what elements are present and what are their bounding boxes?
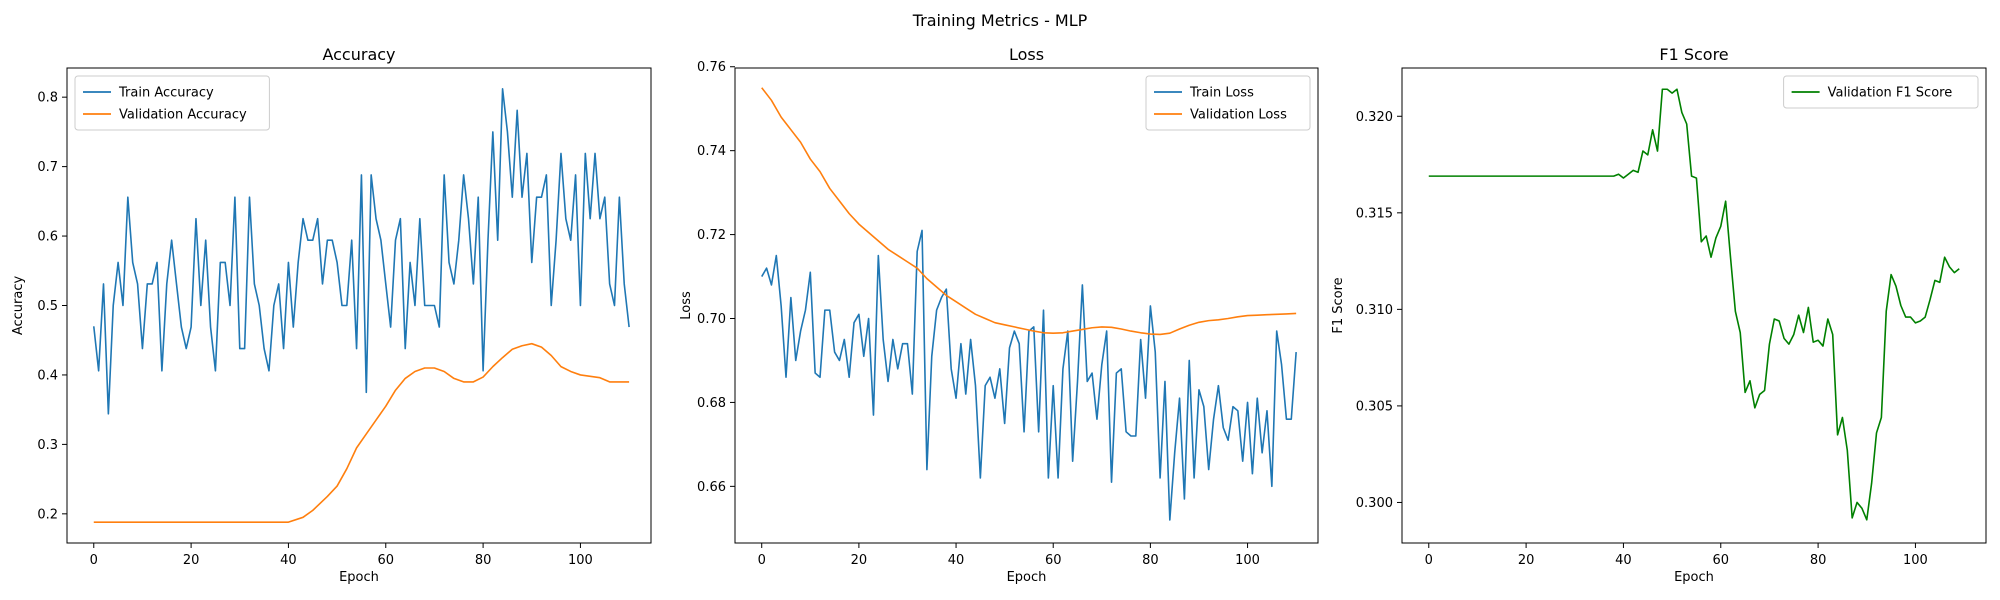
chart-3-validation-f1-score-line — [1428, 88, 1960, 521]
chart-3-y-tick-label: 0.305 — [1356, 399, 1393, 414]
chart-2-validation-loss-line — [761, 87, 1297, 336]
chart-1-x-tick-label: 60 — [377, 553, 394, 568]
chart-2-x-tick-label: 80 — [1142, 553, 1159, 568]
chart-2-x-tick-label: 20 — [851, 553, 868, 568]
chart-3-y-tick-label: 0.300 — [1356, 496, 1393, 511]
chart-3-y-tick-label: 0.315 — [1356, 206, 1393, 221]
chart-1-y-tick-label: 0.7 — [37, 160, 58, 175]
chart-1-x-tick-label: 100 — [568, 553, 593, 568]
chart-1-y-tick-label: 0.8 — [37, 91, 58, 106]
chart-3-x-tick-label: 100 — [1903, 553, 1928, 568]
chart-3-x-tick-label: 20 — [1518, 553, 1535, 568]
chart-1-y-tick-label: 0.6 — [37, 230, 58, 245]
chart-2-legend-label-validation-loss: Validation Loss — [1190, 108, 1287, 123]
chart-1-legend-label-validation-accuracy: Validation Accuracy — [119, 108, 247, 123]
chart-3-x-tick-label: 60 — [1712, 553, 1729, 568]
chart-2-y-tick-label: 0.72 — [697, 228, 726, 243]
chart-3-legend: Validation F1 Score — [1783, 75, 1979, 109]
chart-2-x-tick-label: 100 — [1235, 553, 1260, 568]
chart-3-y-axis-label: F1 Score — [1331, 277, 1346, 333]
chart-1-title: Accuracy — [322, 45, 395, 64]
chart-3-x-tick-label: 80 — [1810, 553, 1827, 568]
chart-2-legend-label-train-loss: Train Loss — [1189, 86, 1254, 101]
figure-suptitle: Training Metrics - MLP — [912, 11, 1088, 30]
chart-3-axes-frame — [1401, 67, 1987, 544]
chart-2-y-tick-label: 0.76 — [697, 60, 726, 75]
chart-1-x-axis-label: Epoch — [339, 570, 379, 585]
chart-1-y-tick-label: 0.3 — [37, 438, 58, 453]
chart-2-y-tick-label: 0.70 — [697, 312, 726, 327]
chart-2-x-tick-label: 40 — [948, 553, 965, 568]
chart-1-x-tick-label: 40 — [280, 553, 297, 568]
chart-2-x-tick-label: 0 — [758, 553, 766, 568]
chart-3-panel: 0 20 40 60 80 100 0.300 0.305 0.310 0.315 0.320 F1 … — [1331, 45, 1987, 585]
chart-3-y-tick-label: 0.320 — [1356, 110, 1393, 125]
chart-2-y-tick-label: 0.68 — [697, 396, 726, 411]
chart-1-train-accuracy-line — [92, 88, 630, 415]
chart-2-y-axis-label: Loss — [679, 291, 694, 320]
chart-3-x-axis-label: Epoch — [1674, 570, 1714, 585]
chart-3-legend-box — [1783, 75, 1979, 109]
chart-1-y-tick-label: 0.2 — [37, 507, 58, 522]
chart-1-x-tick-label: 80 — [475, 553, 492, 568]
chart-1-y-tick-label: 0.4 — [37, 368, 58, 383]
chart-3-y-tick-label: 0.310 — [1356, 303, 1393, 318]
chart-2-panel: 0 20 40 60 80 100 0.66 0.68 0.70 0.72 0.74 0.76 Loss… — [679, 45, 1319, 585]
chart-2-axes-frame — [734, 67, 1319, 544]
chart-1-legend-box — [74, 75, 270, 131]
chart-2-title: Loss — [1009, 45, 1044, 64]
chart-2-x-axis-label: Epoch — [1007, 570, 1047, 585]
chart-3-legend-label-validation-f1-score: Validation F1 Score — [1828, 86, 1953, 101]
chart-2-y-tick-label: 0.66 — [697, 480, 726, 495]
chart-2-x-tick-label: 60 — [1045, 553, 1062, 568]
chart-1-x-tick-label: 0 — [90, 553, 98, 568]
chart-2-legend: Train Loss Validation Loss — [1145, 75, 1311, 131]
chart-3-title: F1 Score — [1659, 45, 1728, 64]
chart-2-legend-box — [1145, 75, 1311, 131]
chart-1-axes-frame — [66, 67, 652, 544]
chart-1-panel: 0 20 40 60 80 100 0.2 0.3 0.4 0.5 0.6 0.7 0.8 Accurac… — [11, 45, 652, 585]
chart-1-legend-label-train-accuracy: Train Accuracy — [118, 86, 214, 101]
chart-1-legend: Train Accuracy Validation Accuracy — [74, 75, 270, 131]
chart-2-y-tick-label: 0.74 — [697, 144, 726, 159]
chart-3-x-tick-label: 0 — [1425, 553, 1433, 568]
chart-3-x-tick-label: 40 — [1615, 553, 1632, 568]
chart-1-y-tick-label: 0.5 — [37, 299, 58, 314]
chart-1-validation-accuracy-line — [93, 342, 630, 523]
chart-2-train-loss-line — [761, 229, 1297, 521]
chart-1-y-axis-label: Accuracy — [11, 276, 26, 336]
chart-1-x-tick-label: 20 — [183, 553, 200, 568]
